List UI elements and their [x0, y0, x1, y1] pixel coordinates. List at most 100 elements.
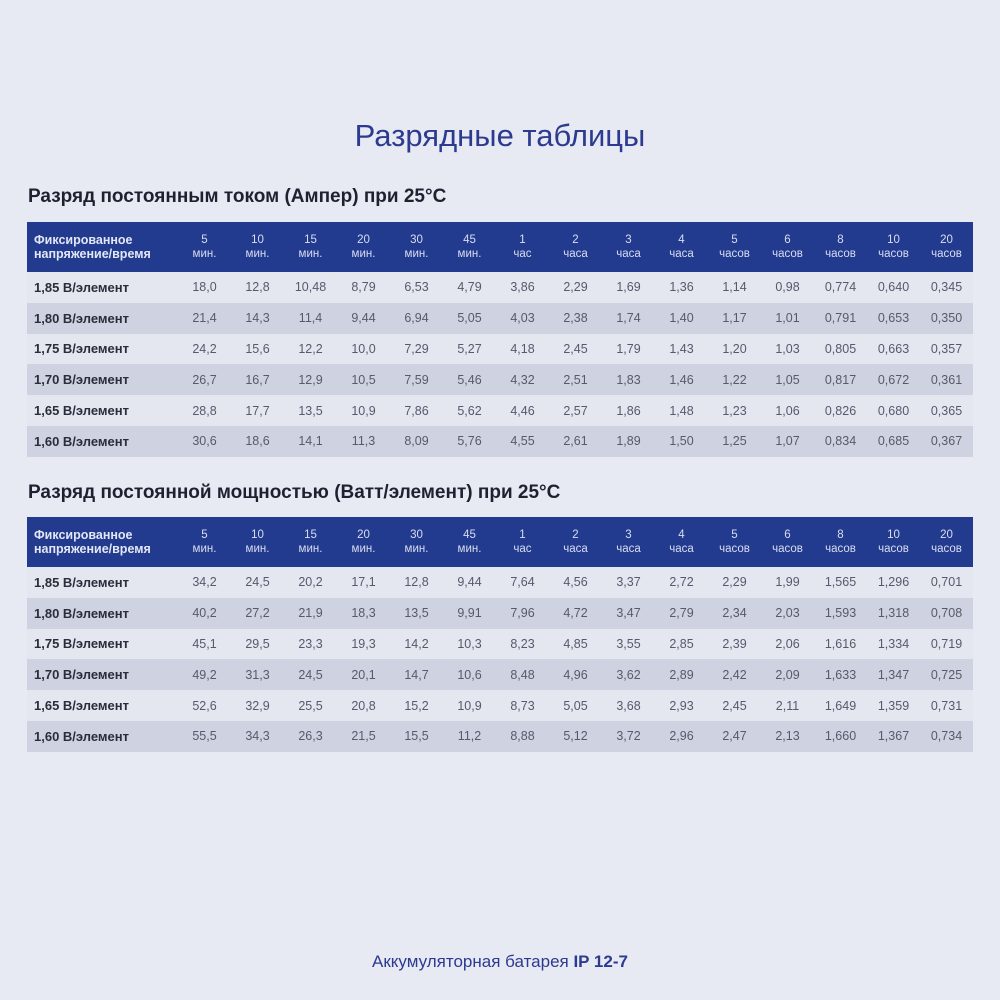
table-cell: 5,62: [443, 395, 496, 426]
table-cell: 1,17: [708, 302, 761, 334]
column-header: 2 часа: [549, 222, 602, 272]
table-cell: 11,3: [337, 425, 390, 457]
table-cell: 1,83: [602, 364, 655, 396]
row-label: 1,70 В/элемент: [27, 659, 178, 691]
table-cell: 28,8: [178, 395, 231, 426]
table-cell: 2,72: [655, 567, 708, 598]
table-cell: 0,708: [920, 597, 973, 629]
table-cell: 0,817: [814, 364, 867, 396]
table-cell: 29,5: [231, 628, 284, 660]
column-header: 20 мин.: [337, 517, 390, 567]
table-cell: 15,2: [390, 690, 443, 721]
column-unit: мин.: [404, 248, 429, 260]
table-row: 1,70 В/элемент 49,2 31,3 24,5 20,1 14,7 10,6 8,…: [27, 659, 973, 691]
column-unit: мин.: [298, 248, 323, 260]
column-value: 15: [304, 234, 317, 246]
table-cell: 1,347: [867, 659, 920, 691]
column-unit: часов: [931, 543, 962, 555]
table-cell: 8,48: [496, 659, 549, 691]
column-header: 4 часа: [655, 222, 708, 272]
table-cell: 40,2: [178, 597, 231, 629]
table-cell: 15,5: [390, 720, 443, 752]
header-label: Фиксированное напряжение/время: [27, 517, 178, 567]
column-value: 8: [837, 529, 844, 541]
column-unit: мин.: [192, 543, 217, 555]
table-cell: 26,3: [284, 720, 337, 752]
row-label: 1,60 В/элемент: [27, 425, 178, 457]
table-cell: 3,72: [602, 720, 655, 752]
header-row: Фиксированное напряжение/время 5 мин. 10 мин…: [27, 517, 973, 567]
table-cell: 11,4: [284, 302, 337, 334]
column-value: 3: [625, 234, 632, 246]
column-header: 5 часов: [708, 517, 761, 567]
column-unit: часов: [878, 248, 909, 260]
table-cell: 6,53: [390, 272, 443, 303]
table-cell: 2,93: [655, 690, 708, 721]
table-cell: 9,44: [337, 302, 390, 334]
table-cell: 1,359: [867, 690, 920, 721]
table-cell: 1,03: [761, 333, 814, 365]
table-cell: 0,365: [920, 395, 973, 426]
table-cell: 7,59: [390, 364, 443, 396]
table-row: 1,85 В/элемент 34,2 24,5 20,2 17,1 12,8 9,44 7,…: [27, 567, 973, 598]
table-cell: 2,42: [708, 659, 761, 691]
table-cell: 24,2: [178, 333, 231, 365]
table-cell: 19,3: [337, 628, 390, 660]
column-unit: мин.: [192, 248, 217, 260]
table-cell: 18,6: [231, 425, 284, 457]
footer-text: Аккумуляторная батарея: [372, 952, 574, 971]
column-value: 5: [731, 234, 738, 246]
table-cell: 34,3: [231, 720, 284, 752]
table-cell: 2,29: [549, 272, 602, 303]
table-cell: 5,05: [443, 302, 496, 334]
column-unit: часов: [931, 248, 962, 260]
table-cell: 4,55: [496, 425, 549, 457]
column-value: 20: [940, 529, 953, 541]
table-cell: 3,55: [602, 628, 655, 660]
table-cell: 7,86: [390, 395, 443, 426]
column-unit: мин.: [245, 248, 270, 260]
column-unit: мин.: [404, 543, 429, 555]
table-cell: 1,565: [814, 567, 867, 598]
column-header: 6 часов: [761, 517, 814, 567]
table-cell: 3,37: [602, 567, 655, 598]
table-cell: 12,8: [231, 272, 284, 303]
column-value: 45: [463, 234, 476, 246]
column-unit: мин.: [298, 543, 323, 555]
column-value: 5: [201, 529, 208, 541]
column-value: 1: [519, 529, 526, 541]
table-cell: 1,79: [602, 333, 655, 365]
table-cell: 3,68: [602, 690, 655, 721]
row-label: 1,60 В/элемент: [27, 720, 178, 752]
table-cell: 2,38: [549, 302, 602, 334]
table-cell: 2,47: [708, 720, 761, 752]
table-cell: 5,12: [549, 720, 602, 752]
table-cell: 13,5: [284, 395, 337, 426]
column-value: 10: [251, 234, 264, 246]
table-cell: 23,3: [284, 628, 337, 660]
table-cell: 1,06: [761, 395, 814, 426]
table-cell: 2,34: [708, 597, 761, 629]
column-header: 3 часа: [602, 222, 655, 272]
table-cell: 1,14: [708, 272, 761, 303]
column-value: 2: [572, 234, 579, 246]
column-value: 10: [887, 234, 900, 246]
table-cell: 1,20: [708, 333, 761, 365]
table-cell: 2,11: [761, 690, 814, 721]
table-cell: 14,7: [390, 659, 443, 691]
column-value: 4: [678, 529, 685, 541]
table-cell: 17,7: [231, 395, 284, 426]
column-unit: часов: [772, 248, 803, 260]
column-header: 2 часа: [549, 517, 602, 567]
table-cell: 11,2: [443, 720, 496, 752]
table-cell: 1,05: [761, 364, 814, 396]
column-value: 4: [678, 234, 685, 246]
table-cell: 1,334: [867, 628, 920, 660]
row-label: 1,80 В/элемент: [27, 302, 178, 334]
column-value: 45: [463, 529, 476, 541]
table-cell: 8,79: [337, 272, 390, 303]
table-cell: 8,73: [496, 690, 549, 721]
column-unit: часа: [563, 543, 588, 555]
table-cell: 4,32: [496, 364, 549, 396]
table-cell: 0,357: [920, 333, 973, 365]
